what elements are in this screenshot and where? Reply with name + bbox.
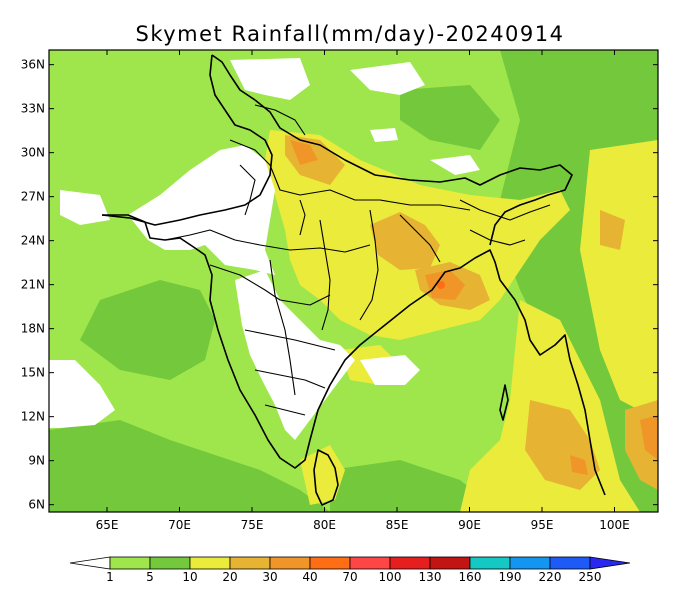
colorbar-bin-under [69,556,111,570]
y-tick-label: 15N [21,366,45,380]
y-tick-label: 24N [21,234,45,248]
x-tick-label: 80E [313,518,336,532]
colorbar-bin [389,556,431,570]
colorbar-label: 250 [579,570,602,584]
colorbar-label: 160 [459,570,482,584]
colorbar-bin [309,556,351,570]
colorbar-bin [509,556,551,570]
colorbar-label: 1 [106,570,114,584]
colorbar-bin [149,556,191,570]
colorbar-bin [109,556,151,570]
y-tick-label: 21N [21,278,45,292]
colorbar-bin [549,556,591,570]
y-tick-label: 9N [28,454,45,468]
colorbar-label: 10 [182,570,197,584]
x-tick-label: 65E [96,518,119,532]
y-tick-label: 30N [21,146,45,160]
colorbar-label: 190 [499,570,522,584]
y-tick-label: 27N [21,190,45,204]
x-tick-label: 100E [599,518,630,532]
colorbar-bin-over [589,556,631,570]
colorbar-bin [469,556,511,570]
rain-band-below-1 [49,58,480,440]
y-tick-label: 18N [21,322,45,336]
y-tick-label: 36N [21,58,45,72]
colorbar-bin [429,556,471,570]
x-tick-label: 70E [168,518,191,532]
x-tick-label: 75E [241,518,264,532]
colorbar-label: 20 [222,570,237,584]
y-tick-label: 33N [21,102,45,116]
colorbar-label: 100 [379,570,402,584]
country-boundaries [101,54,606,506]
map-frame [48,49,659,513]
axis-ticks: 65E 70E 75E 80E 85E 90E 95E 100E 36N 33N 30N 27N 24N… [21,50,658,532]
colorbar: 1 5 10 20 30 40 70 100 130 160 190 220 250 [69,556,631,584]
colorbar-label: 70 [342,570,357,584]
state-boundaries [164,104,551,416]
map-plot-area [49,50,658,512]
x-tick-label: 95E [531,518,554,532]
colorbar-bin [189,556,231,570]
colorbar-label: 30 [262,570,277,584]
x-tick-label: 85E [386,518,409,532]
colorbar-bin [269,556,311,570]
colorbar-bin [229,556,271,570]
rain-peak-bay-of-bengal [437,281,445,289]
y-tick-label: 12N [21,410,45,424]
colorbar-bin [349,556,391,570]
colorbar-label: 130 [419,570,442,584]
colorbar-label: 5 [146,570,154,584]
map-title: Skymet Rainfall(mm/day)-20240914 [135,22,565,46]
colorbar-label: 40 [302,570,317,584]
colorbar-label: 220 [539,570,562,584]
y-tick-label: 6N [28,498,45,512]
x-tick-label: 90E [458,518,481,532]
